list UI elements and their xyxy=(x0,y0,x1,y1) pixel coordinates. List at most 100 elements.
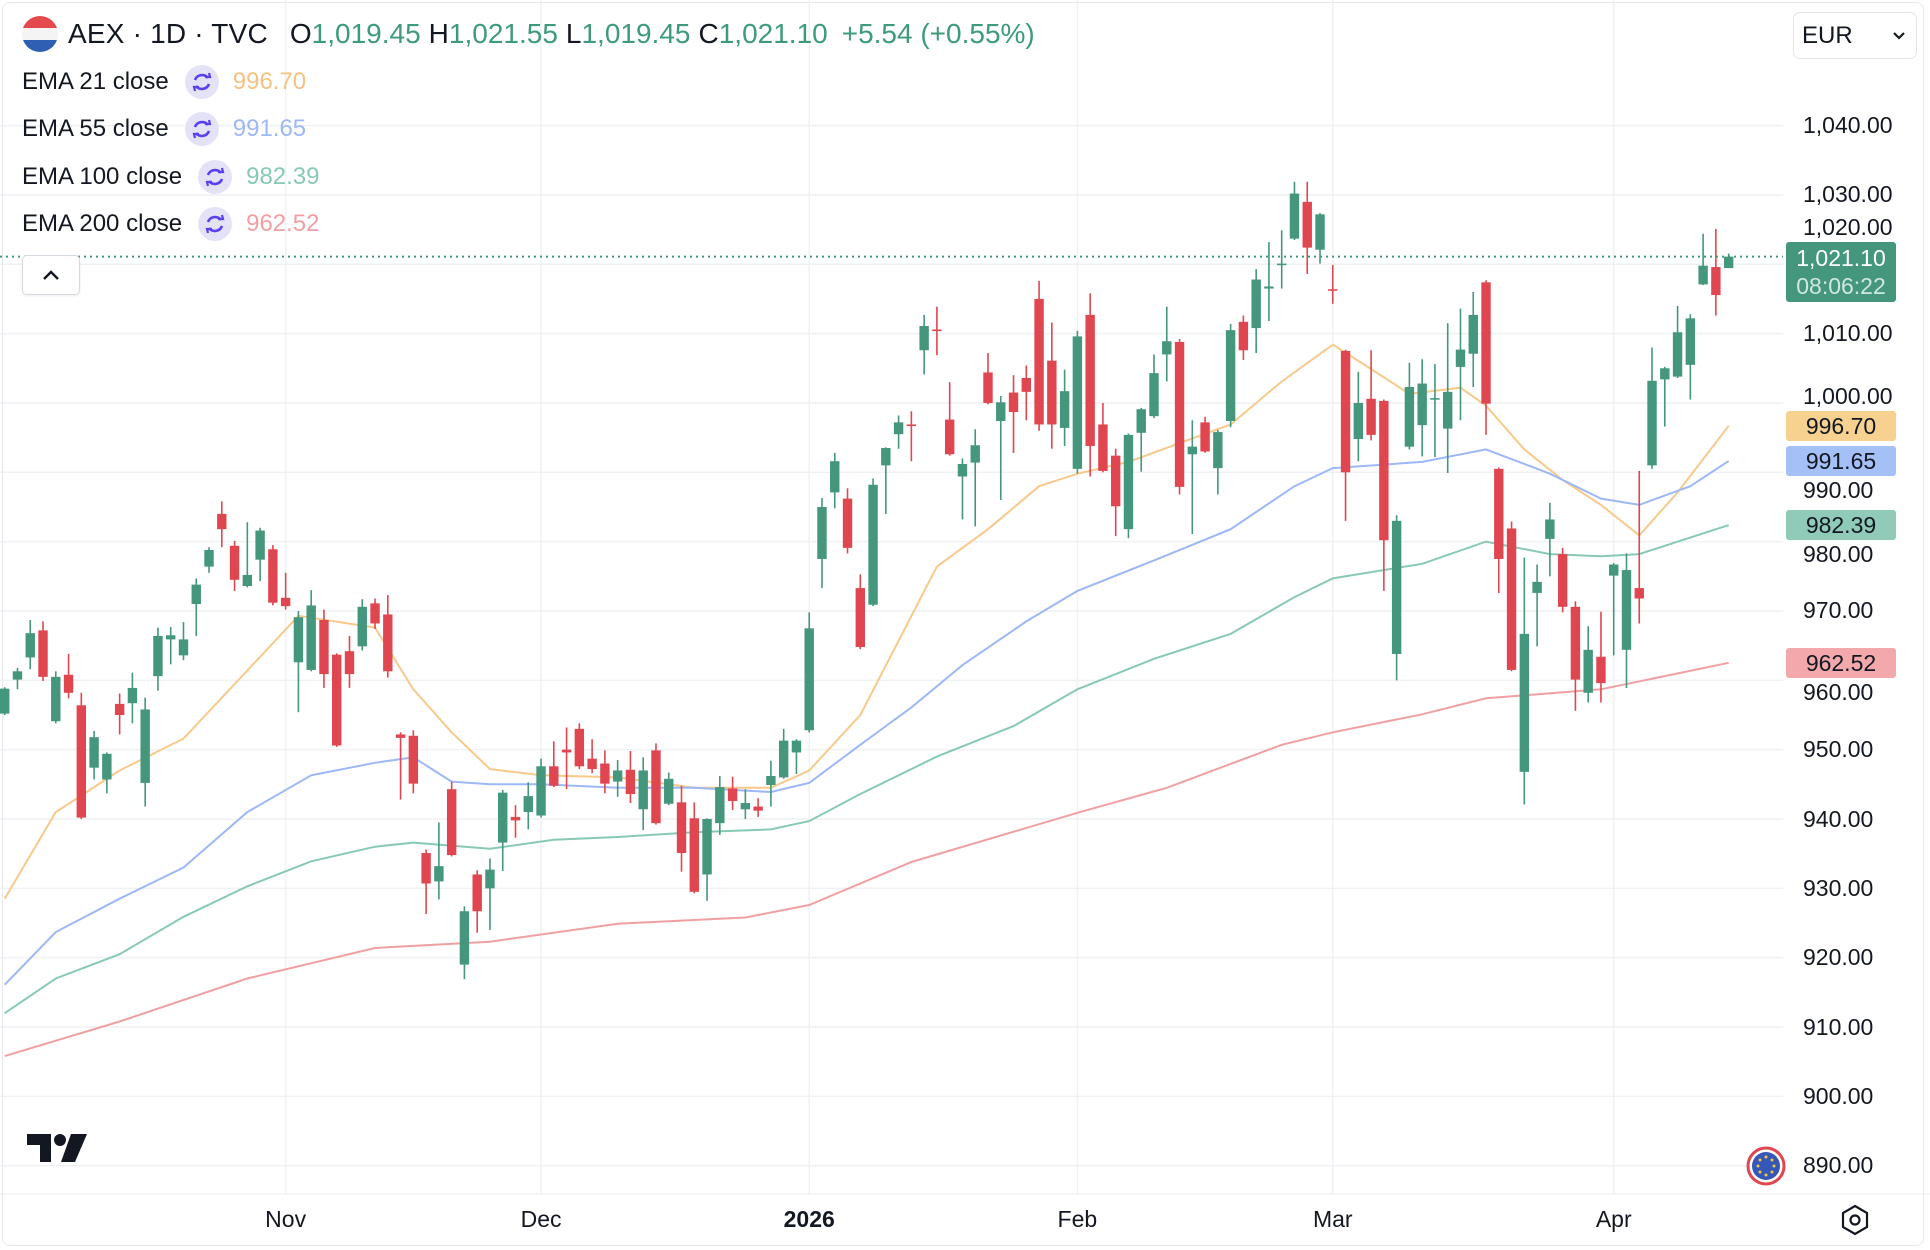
candle[interactable] xyxy=(1098,402,1108,473)
candle[interactable] xyxy=(1340,349,1351,521)
candle[interactable] xyxy=(1468,292,1478,388)
candle[interactable] xyxy=(1315,212,1325,264)
candle[interactable] xyxy=(1021,365,1031,421)
candle[interactable] xyxy=(664,772,674,806)
candle[interactable] xyxy=(1059,369,1070,446)
candle[interactable] xyxy=(1328,264,1338,304)
candle[interactable] xyxy=(229,540,240,591)
candle[interactable] xyxy=(1698,233,1708,286)
indicator-legend-row[interactable]: EMA 100 close 982.39 xyxy=(22,157,320,197)
candle[interactable] xyxy=(600,750,610,794)
candle[interactable] xyxy=(255,527,265,582)
candle[interactable] xyxy=(344,635,355,688)
candle[interactable] xyxy=(1072,330,1083,474)
candle[interactable] xyxy=(1302,181,1312,274)
candle[interactable] xyxy=(983,353,993,405)
tradingview-logo[interactable] xyxy=(27,1132,89,1164)
indicator-legend-row[interactable]: EMA 55 close 991.65 xyxy=(22,109,306,149)
candle[interactable] xyxy=(153,627,163,691)
candle[interactable] xyxy=(1353,371,1364,462)
candle[interactable] xyxy=(1187,420,1198,535)
candle[interactable] xyxy=(357,599,367,651)
candle[interactable] xyxy=(1596,611,1606,703)
candle[interactable] xyxy=(383,595,393,678)
candle[interactable] xyxy=(38,621,48,682)
candle[interactable] xyxy=(740,789,751,819)
candle[interactable] xyxy=(766,760,776,807)
candle[interactable] xyxy=(791,739,802,774)
indicator-legend-row[interactable]: EMA 200 close 962.52 xyxy=(22,204,320,244)
candle[interactable] xyxy=(268,545,278,606)
candle[interactable] xyxy=(676,785,687,872)
candle[interactable] xyxy=(1213,430,1223,495)
candle[interactable] xyxy=(242,522,253,588)
candle[interactable] xyxy=(906,411,917,462)
candle[interactable] xyxy=(178,622,189,661)
candle[interactable] xyxy=(1238,315,1249,360)
candle[interactable] xyxy=(319,609,329,688)
candle[interactable] xyxy=(1047,322,1057,449)
eu-flag-icon[interactable] xyxy=(1746,1146,1786,1186)
candle[interactable] xyxy=(1685,314,1696,400)
candle[interactable] xyxy=(1008,375,1019,453)
candle[interactable] xyxy=(25,619,35,670)
candle[interactable] xyxy=(1583,626,1593,703)
sync-icon[interactable] xyxy=(198,207,233,241)
candle[interactable] xyxy=(1162,306,1172,382)
candle[interactable] xyxy=(970,429,980,527)
candle[interactable] xyxy=(1430,364,1440,458)
candle[interactable] xyxy=(76,692,87,819)
candle[interactable] xyxy=(12,667,23,690)
collapse-legend-button[interactable] xyxy=(22,255,80,295)
candle[interactable] xyxy=(332,653,342,747)
candle[interactable] xyxy=(127,672,138,724)
candle[interactable] xyxy=(1494,467,1504,593)
candle[interactable] xyxy=(472,870,482,933)
candle[interactable] xyxy=(753,798,763,817)
candle[interactable] xyxy=(1519,557,1530,805)
candle[interactable] xyxy=(638,757,648,831)
candle[interactable] xyxy=(881,447,891,514)
candle[interactable] xyxy=(510,805,521,838)
candle[interactable] xyxy=(817,497,827,589)
candle[interactable] xyxy=(1110,448,1121,537)
candle[interactable] xyxy=(842,488,853,554)
candle[interactable] xyxy=(1621,553,1632,688)
candle[interactable] xyxy=(1443,323,1453,473)
candle[interactable] xyxy=(51,671,61,724)
candle[interactable] xyxy=(996,396,1006,501)
candle[interactable] xyxy=(1545,502,1555,577)
candle[interactable] xyxy=(1711,228,1721,316)
candle[interactable] xyxy=(893,415,904,449)
candle[interactable] xyxy=(293,610,304,713)
candle[interactable] xyxy=(63,653,74,699)
candle[interactable] xyxy=(1366,350,1376,441)
candle[interactable] xyxy=(1085,293,1095,477)
candle[interactable] xyxy=(1174,339,1185,495)
candle[interactable] xyxy=(191,578,201,636)
candle[interactable] xyxy=(1609,563,1619,656)
candle[interactable] xyxy=(1149,354,1159,419)
candle[interactable] xyxy=(804,612,814,733)
candle[interactable] xyxy=(1532,564,1542,647)
candle[interactable] xyxy=(89,730,99,780)
candle[interactable] xyxy=(957,458,968,520)
candle[interactable] xyxy=(944,382,955,456)
candle[interactable] xyxy=(1557,547,1568,613)
candle[interactable] xyxy=(370,598,380,630)
candle[interactable] xyxy=(689,802,699,894)
sync-icon[interactable] xyxy=(198,160,233,194)
candle[interactable] xyxy=(574,723,585,770)
candle[interactable] xyxy=(498,789,508,872)
candle[interactable] xyxy=(702,818,712,901)
candle[interactable] xyxy=(727,776,738,810)
candle[interactable] xyxy=(1251,269,1261,354)
candle[interactable] xyxy=(166,626,176,665)
settings-icon[interactable] xyxy=(1838,1203,1872,1237)
candle[interactable] xyxy=(868,478,878,607)
candle[interactable] xyxy=(1570,601,1581,711)
candle[interactable] xyxy=(140,697,150,807)
candle[interactable] xyxy=(1034,280,1044,431)
candle[interactable] xyxy=(1200,416,1210,453)
candle[interactable] xyxy=(1264,242,1274,322)
